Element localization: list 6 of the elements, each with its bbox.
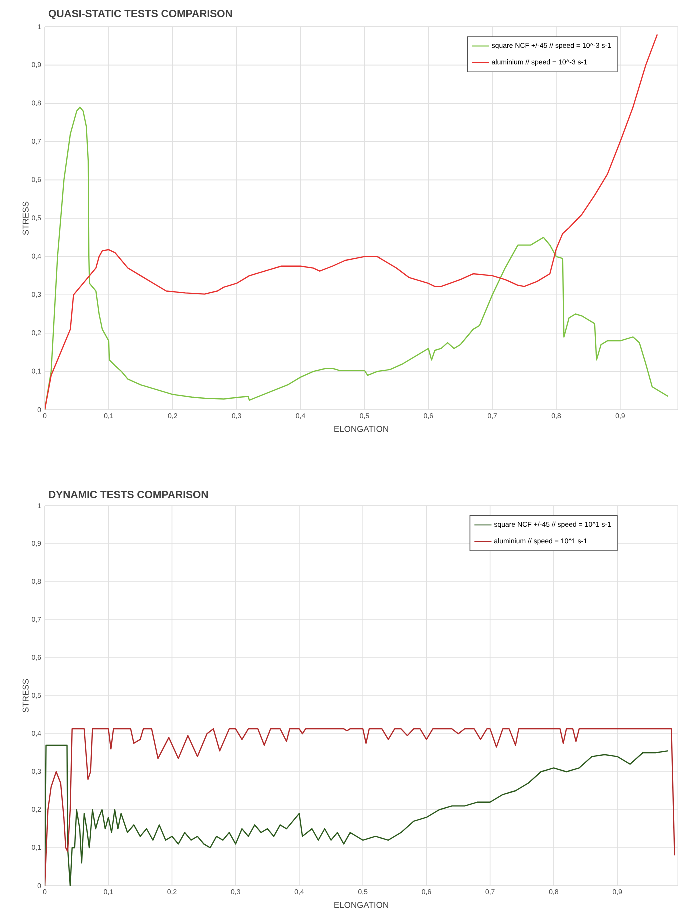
chart-title: QUASI-STATIC TESTS COMPARISON	[48, 10, 232, 20]
y-axis-title: STRESS	[22, 679, 29, 713]
x-axis-title: ELONGATION	[334, 426, 388, 432]
chart-title: DYNAMIC TESTS COMPARISON	[49, 491, 208, 498]
x-axis-title: ELONGATION	[334, 902, 388, 908]
y-axis-title: STRESS	[22, 202, 29, 236]
